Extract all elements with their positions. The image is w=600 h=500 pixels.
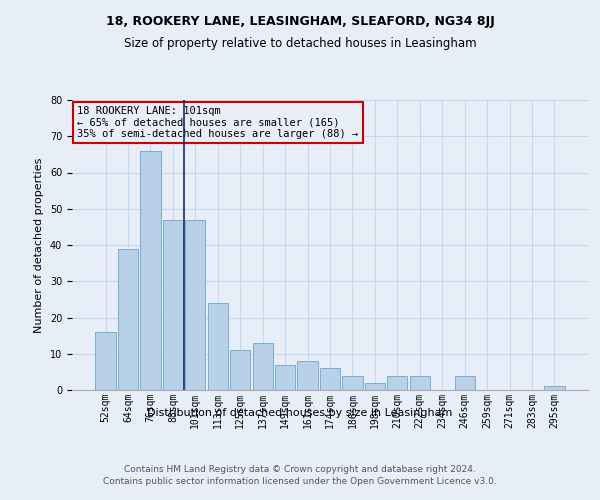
Text: Contains HM Land Registry data © Crown copyright and database right 2024.: Contains HM Land Registry data © Crown c… bbox=[124, 465, 476, 474]
Text: Contains public sector information licensed under the Open Government Licence v3: Contains public sector information licen… bbox=[103, 478, 497, 486]
Bar bbox=[455, 376, 475, 390]
Bar bbox=[298, 361, 317, 390]
Bar bbox=[275, 364, 295, 390]
Bar bbox=[95, 332, 116, 390]
Bar bbox=[118, 248, 138, 390]
Text: 18, ROOKERY LANE, LEASINGHAM, SLEAFORD, NG34 8JJ: 18, ROOKERY LANE, LEASINGHAM, SLEAFORD, … bbox=[106, 15, 494, 28]
Bar bbox=[320, 368, 340, 390]
Bar bbox=[208, 303, 228, 390]
Bar bbox=[253, 343, 273, 390]
Bar bbox=[140, 151, 161, 390]
Bar bbox=[365, 383, 385, 390]
Y-axis label: Number of detached properties: Number of detached properties bbox=[34, 158, 44, 332]
Bar bbox=[544, 386, 565, 390]
Text: 18 ROOKERY LANE: 101sqm
← 65% of detached houses are smaller (165)
35% of semi-d: 18 ROOKERY LANE: 101sqm ← 65% of detache… bbox=[77, 106, 358, 139]
Bar bbox=[410, 376, 430, 390]
Bar bbox=[343, 376, 362, 390]
Bar bbox=[230, 350, 250, 390]
Text: Distribution of detached houses by size in Leasingham: Distribution of detached houses by size … bbox=[148, 408, 452, 418]
Bar bbox=[163, 220, 183, 390]
Text: Size of property relative to detached houses in Leasingham: Size of property relative to detached ho… bbox=[124, 38, 476, 51]
Bar bbox=[387, 376, 407, 390]
Bar bbox=[185, 220, 205, 390]
